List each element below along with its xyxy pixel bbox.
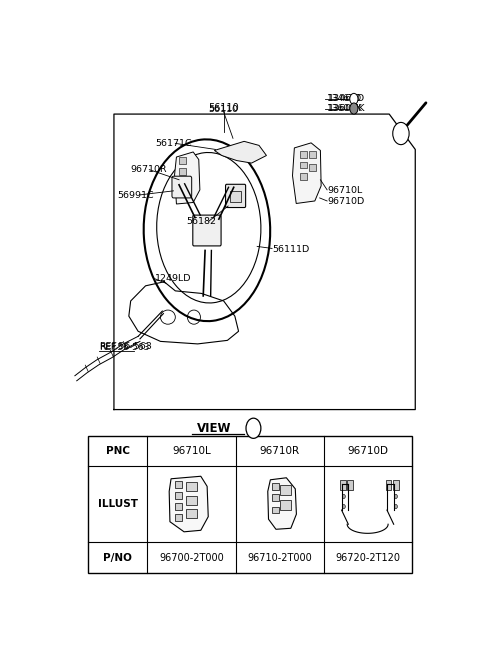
Polygon shape — [292, 143, 321, 203]
Bar — [186, 482, 197, 491]
Bar — [272, 506, 279, 513]
Bar — [175, 514, 182, 522]
Bar — [347, 480, 353, 490]
Bar — [175, 492, 182, 499]
Text: 96720-2T120: 96720-2T120 — [335, 552, 400, 563]
Bar — [175, 503, 182, 510]
FancyBboxPatch shape — [193, 215, 221, 246]
Bar — [272, 483, 279, 490]
Polygon shape — [268, 478, 297, 529]
Text: A: A — [397, 129, 405, 138]
Text: REF.56-563: REF.56-563 — [99, 343, 149, 352]
Circle shape — [393, 123, 409, 144]
Text: 56110: 56110 — [209, 104, 239, 113]
Bar — [179, 181, 186, 188]
Circle shape — [350, 93, 358, 104]
Text: 96710L: 96710L — [172, 446, 211, 456]
Circle shape — [342, 495, 345, 499]
Bar — [186, 509, 197, 518]
FancyBboxPatch shape — [226, 184, 246, 207]
Text: 96710-2T000: 96710-2T000 — [247, 552, 312, 563]
Text: 96710D: 96710D — [328, 197, 365, 207]
Text: P/NO: P/NO — [103, 552, 132, 563]
Text: 1249LD: 1249LD — [155, 274, 192, 283]
Text: 56110: 56110 — [208, 103, 239, 113]
Text: 1346TD: 1346TD — [327, 94, 362, 104]
Circle shape — [395, 495, 397, 499]
Circle shape — [395, 504, 397, 508]
Bar — [272, 495, 279, 501]
Bar — [88, 436, 411, 573]
Text: 56991C: 56991C — [118, 192, 154, 200]
Text: 1360GK: 1360GK — [327, 104, 363, 113]
Text: PNC: PNC — [106, 446, 130, 456]
Polygon shape — [169, 476, 208, 532]
Bar — [186, 496, 197, 505]
Bar — [280, 500, 291, 510]
Text: 1346TD: 1346TD — [328, 94, 365, 104]
Text: REF.56-563: REF.56-563 — [99, 342, 152, 351]
Circle shape — [246, 418, 261, 438]
Text: 96700-2T000: 96700-2T000 — [159, 552, 224, 563]
Bar — [385, 480, 392, 490]
Bar — [340, 480, 346, 490]
Text: 56182: 56182 — [186, 216, 216, 226]
Text: 56111D: 56111D — [272, 245, 309, 254]
Polygon shape — [215, 141, 266, 163]
Circle shape — [350, 103, 358, 114]
Circle shape — [342, 504, 345, 508]
Text: 96710R: 96710R — [130, 165, 167, 174]
Bar — [300, 173, 307, 180]
Bar — [179, 157, 186, 163]
Text: ILLUST: ILLUST — [97, 499, 138, 509]
Text: 56171C: 56171C — [155, 139, 192, 148]
Text: A: A — [250, 423, 257, 433]
Bar — [309, 152, 316, 158]
Polygon shape — [175, 152, 200, 204]
Bar — [175, 481, 182, 488]
Bar — [309, 164, 316, 171]
Bar — [393, 480, 399, 490]
Bar — [229, 191, 241, 202]
Text: 96710R: 96710R — [260, 446, 300, 456]
Bar — [280, 485, 291, 495]
Text: VIEW: VIEW — [197, 422, 231, 435]
Bar — [300, 152, 307, 158]
Text: 1360GK: 1360GK — [328, 104, 365, 113]
Text: 96710L: 96710L — [328, 186, 363, 195]
Bar — [300, 161, 307, 168]
Text: 96710D: 96710D — [347, 446, 388, 456]
FancyBboxPatch shape — [172, 176, 192, 198]
Bar — [179, 168, 186, 174]
